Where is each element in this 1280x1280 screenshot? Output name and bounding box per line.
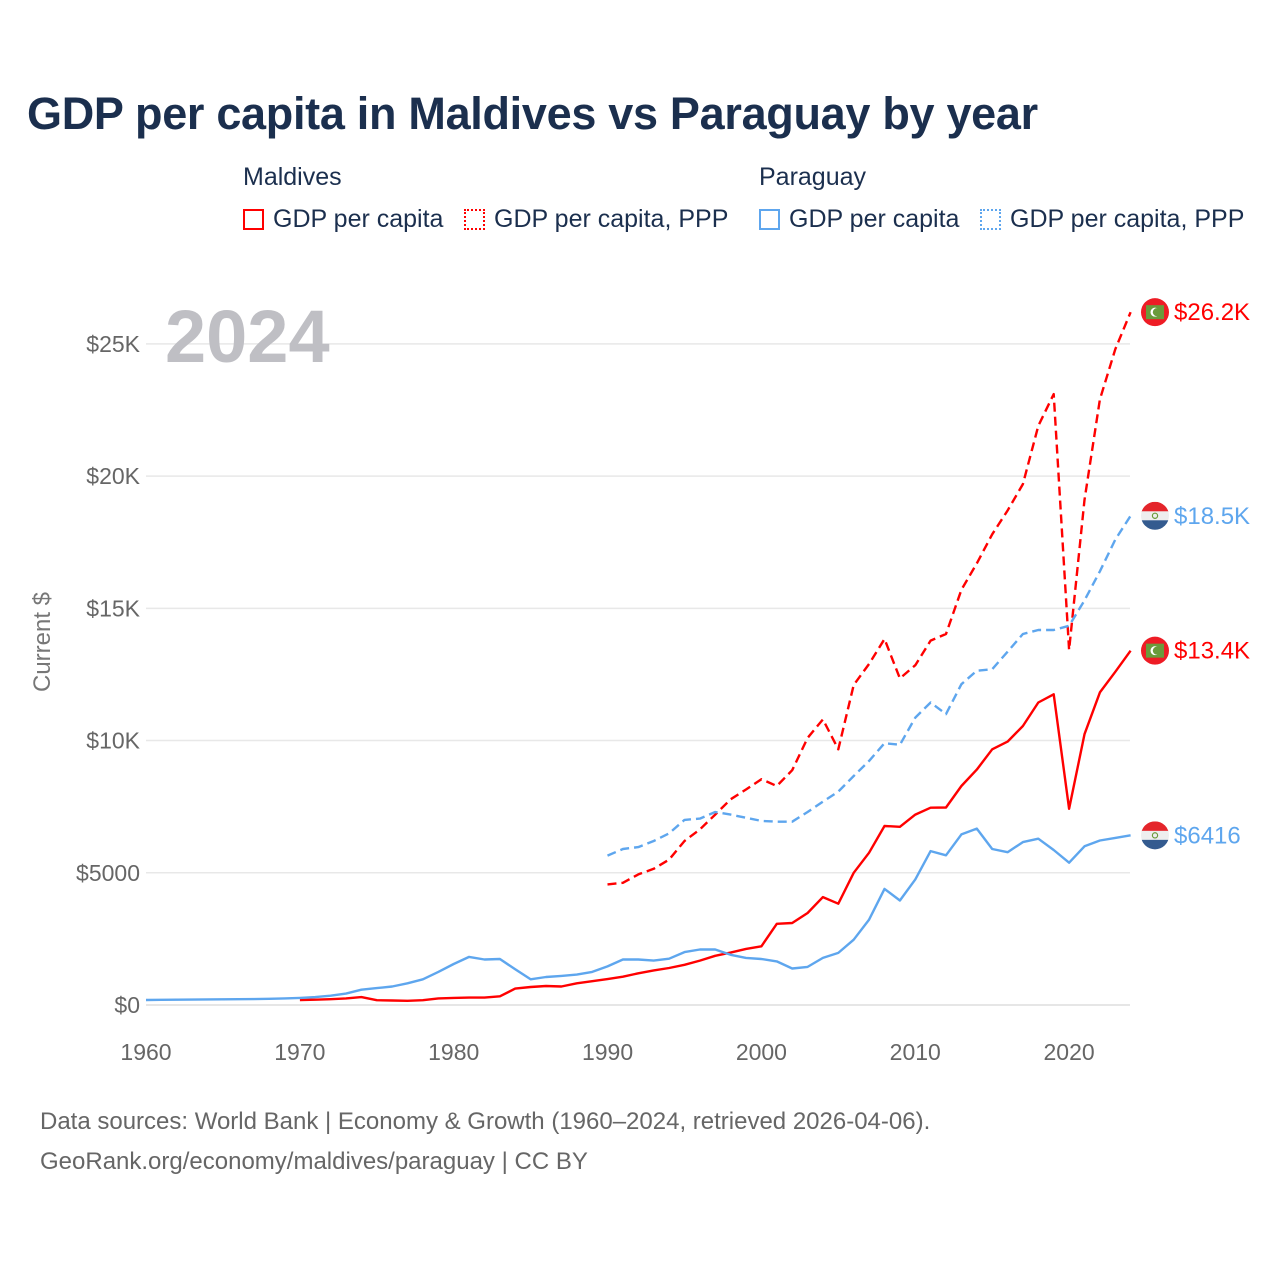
flag-red-stripe: [1141, 501, 1169, 512]
end-marker-paraguay-flag-icon: [1141, 821, 1169, 850]
legend-swatch-dotted: [980, 209, 1001, 230]
x-tick-label: 1990: [582, 1039, 633, 1065]
end-marker-maldives-flag-icon: [1141, 636, 1169, 665]
footer-source: Data sources: World Bank | Economy & Gro…: [40, 1108, 931, 1135]
y-tick-label: $5000: [76, 860, 140, 886]
series-line-paraguay-gdp-per-capita-ppp: [607, 515, 1132, 857]
flag-blue-stripe: [1141, 839, 1169, 850]
flag-white-stripe: [1141, 511, 1169, 521]
end-value-label: $18.5K: [1174, 503, 1250, 530]
x-tick-label: 1970: [274, 1039, 325, 1065]
emblem-icon: [1151, 832, 1159, 839]
emblem-icon: [1151, 512, 1159, 519]
legend-label: GDP per capita, PPP: [1010, 205, 1245, 233]
legend-swatch-dotted: [464, 209, 485, 230]
series-line-maldives-gdp-per-capita-ppp: [607, 311, 1132, 886]
legend-maldives-gdp[interactable]: GDP per capita: [243, 205, 443, 234]
chart-title: GDP per capita in Maldives vs Paraguay b…: [27, 88, 1038, 139]
legend-paraguay-gdp[interactable]: GDP per capita: [759, 205, 959, 234]
legend-paraguay-ppp[interactable]: GDP per capita, PPP: [980, 205, 1244, 234]
flag-white-stripe: [1141, 830, 1169, 840]
legend-swatch-solid: [243, 209, 264, 230]
y-axis-label: Current $: [29, 592, 56, 692]
end-value-label: $26.2K: [1174, 299, 1250, 326]
x-tick-label: 2020: [1044, 1039, 1095, 1065]
crescent-mask: [1152, 646, 1161, 655]
y-tick-label: $10K: [86, 728, 140, 754]
flag-red-stripe: [1141, 821, 1169, 832]
x-tick-label: 1980: [428, 1039, 479, 1065]
end-value-label: $6416: [1174, 822, 1241, 849]
footer-link[interactable]: GeoRank.org/economy/maldives/paraguay | …: [40, 1148, 588, 1175]
flag-stripes: [1141, 821, 1169, 850]
y-tick-label: $25K: [86, 331, 140, 357]
crescent-mask: [1152, 308, 1161, 317]
legend-label: GDP per capita, PPP: [494, 205, 729, 233]
legend-maldives-ppp[interactable]: GDP per capita, PPP: [464, 205, 728, 234]
y-tick-label: $15K: [86, 595, 140, 621]
end-marker-paraguay-flag-icon: [1141, 501, 1169, 530]
legend-swatch-solid: [759, 209, 780, 230]
legend-group-maldives: Maldives: [243, 163, 342, 191]
end-value-label: $13.4K: [1174, 638, 1250, 665]
x-tick-label: 2000: [736, 1039, 787, 1065]
y-tick-label: $0: [114, 992, 140, 1018]
x-tick-label: 2010: [890, 1039, 941, 1065]
legend-group-paraguay: Paraguay: [759, 163, 867, 191]
series-line-paraguay-gdp-per-capita: [145, 827, 1131, 1002]
series-line-maldives-gdp-per-capita: [299, 649, 1132, 1002]
legend-label: GDP per capita: [273, 205, 444, 233]
year-watermark: 2024: [165, 295, 330, 378]
legend-label: GDP per capita: [789, 205, 960, 233]
line-chart: $0 $5000 $10K $15K $20K $25K 1960 1970 1980 1990 2…: [29, 295, 1250, 1065]
end-marker-maldives-flag-icon: [1141, 298, 1169, 327]
flag-stripes: [1141, 501, 1169, 530]
y-tick-label: $20K: [86, 463, 140, 489]
flag-blue-stripe: [1141, 520, 1169, 530]
x-tick-label: 1960: [120, 1039, 171, 1065]
